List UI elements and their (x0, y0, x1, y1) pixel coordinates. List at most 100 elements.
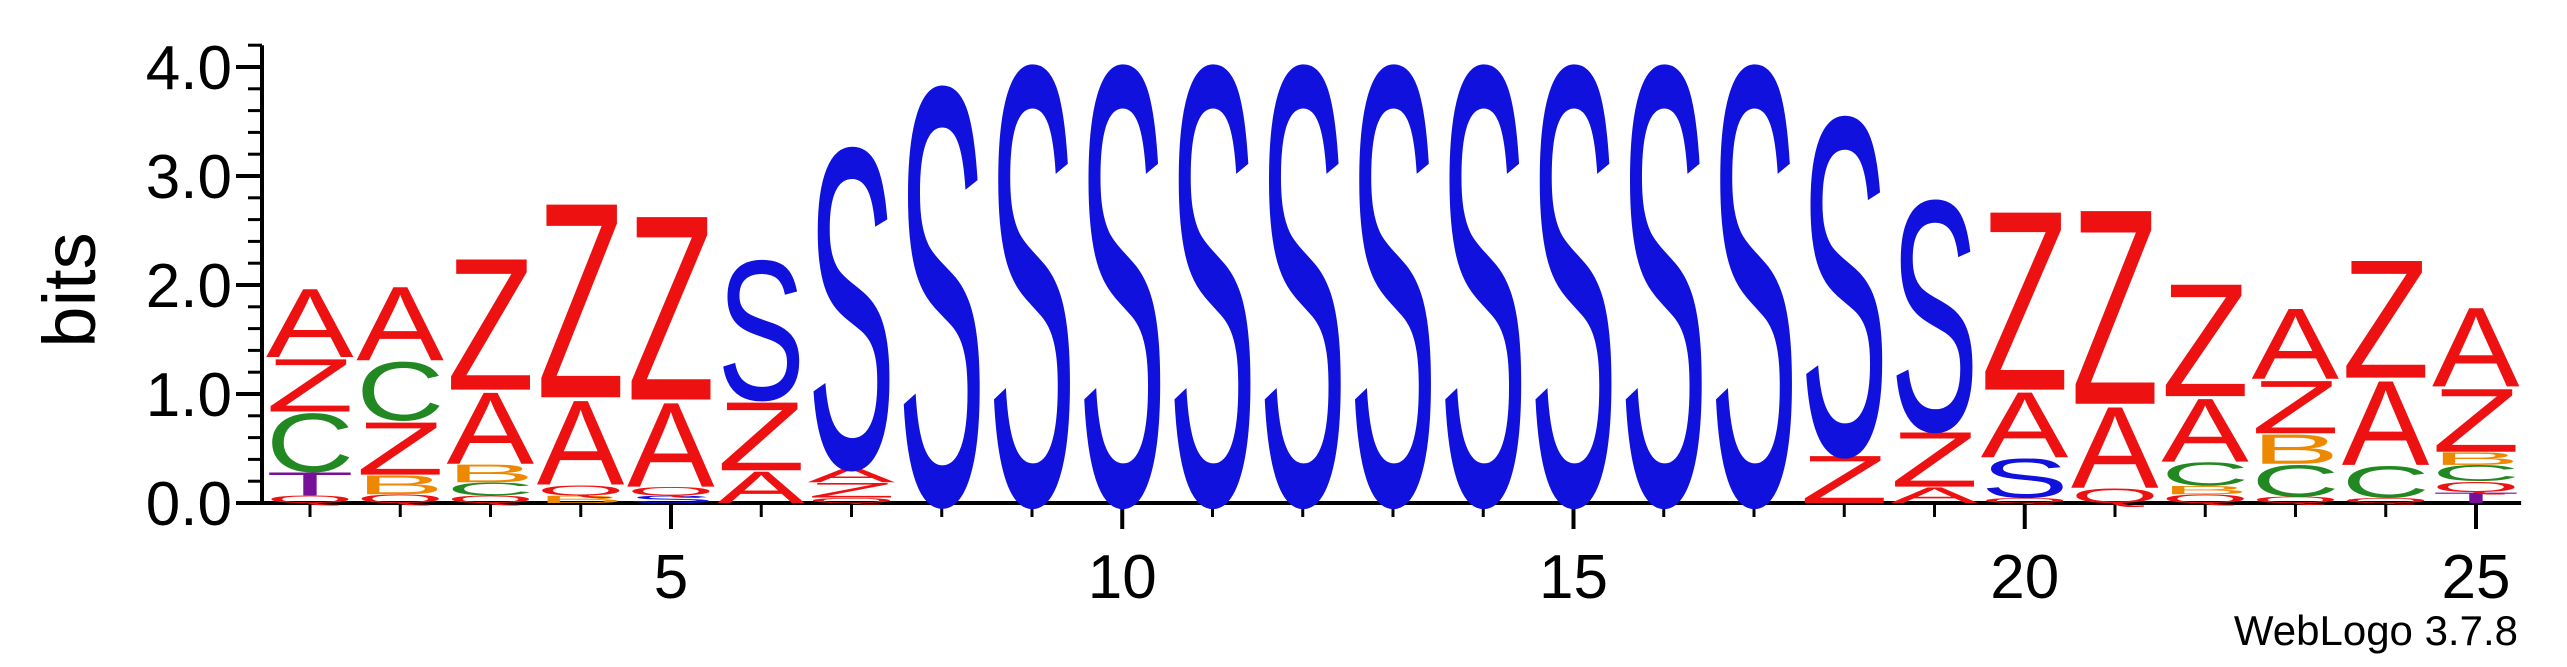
logo-letter-S: S (1078, 0, 1166, 637)
logo-letter-A: A (2432, 285, 2520, 412)
logo-letter-S: S (1259, 0, 1347, 637)
logo-letter-B: B (2161, 483, 2249, 497)
logo-letter-S: S (1710, 0, 1798, 637)
logo-letter-Z: Z (717, 382, 805, 492)
logo-letter-Q: Q (447, 494, 535, 506)
logo-letter-S: S (1530, 0, 1618, 637)
x-tick-label: 5 (654, 543, 688, 612)
logo-letter-A: A (627, 377, 715, 512)
logo-letter-Z: Z (1800, 441, 1888, 517)
logo-letter-Q: Q (808, 496, 896, 504)
logo-letter-Z: Z (808, 478, 896, 502)
logo-letter-T: T (2432, 489, 2520, 506)
logo-column-19: AZS (1891, 132, 1979, 508)
y-tick-label: 1.0 (146, 361, 232, 430)
logo-letter-Z: Z (2432, 370, 2520, 472)
logo-letter-S: S (627, 493, 715, 505)
logo-letter-Q: Q (2071, 484, 2159, 508)
y-tick-label: 0.0 (146, 470, 232, 539)
logo-letter-S: S (1439, 0, 1527, 637)
logo-letter-B: B (537, 493, 625, 505)
logo-column-9: S (988, 0, 1076, 637)
logo-letter-A: A (717, 462, 805, 513)
x-axis: 5 10 15 20 25 (262, 501, 2522, 612)
logo-column-18: ZS (1800, 17, 1888, 557)
logo-letter-Z: Z (2342, 226, 2430, 415)
logo-letter-S: S (717, 219, 805, 442)
logo-letter-Z: Z (447, 219, 535, 431)
logo-letter-S: S (1169, 0, 1257, 637)
y-axis-label: bits (28, 232, 111, 347)
logo-letter-Q: Q (2342, 496, 2430, 504)
logo-letter-A: A (537, 375, 625, 510)
logo-column-8: S (898, 0, 986, 630)
logo-letter-Q: Q (2161, 492, 2249, 506)
logo-letter-S: S (808, 51, 896, 565)
logo-column-13: S (1349, 0, 1437, 637)
logo-letter-S: S (1349, 0, 1437, 637)
logo-letter-S: S (988, 0, 1076, 637)
logo-letter-B: B (356, 470, 444, 500)
logo-column-14: S (1439, 0, 1527, 637)
logo-column-10: S (1078, 0, 1166, 637)
y-tick-label: 4.0 (146, 34, 232, 103)
logo-letter-B: B (2432, 448, 2520, 468)
logo-letter-Z: Z (1891, 415, 1979, 503)
logo-letter-Z: Z (627, 161, 715, 457)
logo-letter-A: A (2071, 384, 2159, 514)
logo-letter-Q: Q (537, 482, 625, 499)
logo-letter-S: S (1891, 132, 1979, 501)
logo-letter-C: C (356, 346, 444, 439)
logo-letter-C: C (447, 479, 535, 499)
logo-letter-A: A (356, 265, 444, 383)
logo-letter-A: A (266, 268, 354, 378)
logo-letter-Z: Z (356, 407, 444, 491)
logo-letter-T: T (266, 465, 354, 502)
logo-letter-Z: Z (2161, 250, 2249, 431)
logo-letter-S: S (1800, 17, 1888, 557)
logo-letter-B: B (447, 459, 535, 488)
logo-column-6: AZS (717, 219, 805, 513)
logo-letter-Q: Q (1981, 496, 2069, 504)
logo-letter-Q: Q (2432, 479, 2520, 496)
logo-letter-S: S (1620, 0, 1708, 637)
logo-letter-S: S (898, 0, 986, 630)
logo-letter-Z: Z (537, 144, 625, 457)
x-tick-label: 25 (2442, 543, 2511, 612)
logo-letter-Q: Q (627, 485, 715, 499)
x-tick-label: 15 (1539, 543, 1608, 612)
logo-letter-Q: Q (2252, 495, 2340, 505)
logo-letter-A: A (1981, 373, 2069, 477)
weblogo-credit: WebLogo 3.7.8 (2234, 607, 2518, 654)
logo-column-21: QAZ (2071, 151, 2159, 513)
x-tick-label: 20 (1990, 543, 2059, 612)
logo-column-11: S (1169, 0, 1257, 637)
logo-letter-C: C (2342, 457, 2430, 507)
logo-letter-A: A (447, 371, 535, 486)
logo-letter-A: A (2342, 356, 2430, 491)
logo-letter-C: C (2161, 455, 2249, 492)
x-tick-label: 10 (1088, 543, 1157, 612)
logo-letter-Z: Z (2071, 151, 2159, 464)
y-axis: 0.0 1.0 2.0 3.0 4.0 (146, 34, 264, 539)
logo-letter-Q: Q (266, 494, 354, 506)
logo-letter-C: C (2432, 461, 2520, 486)
logo-letter-Z: Z (266, 344, 354, 428)
logo-column-15: S (1530, 0, 1618, 637)
logo-letter-A: A (2252, 287, 2340, 400)
logo-letter-Q: Q (356, 492, 444, 506)
logo-column-16: S (1620, 0, 1708, 637)
logo-letter-Z: Z (1981, 158, 2069, 446)
